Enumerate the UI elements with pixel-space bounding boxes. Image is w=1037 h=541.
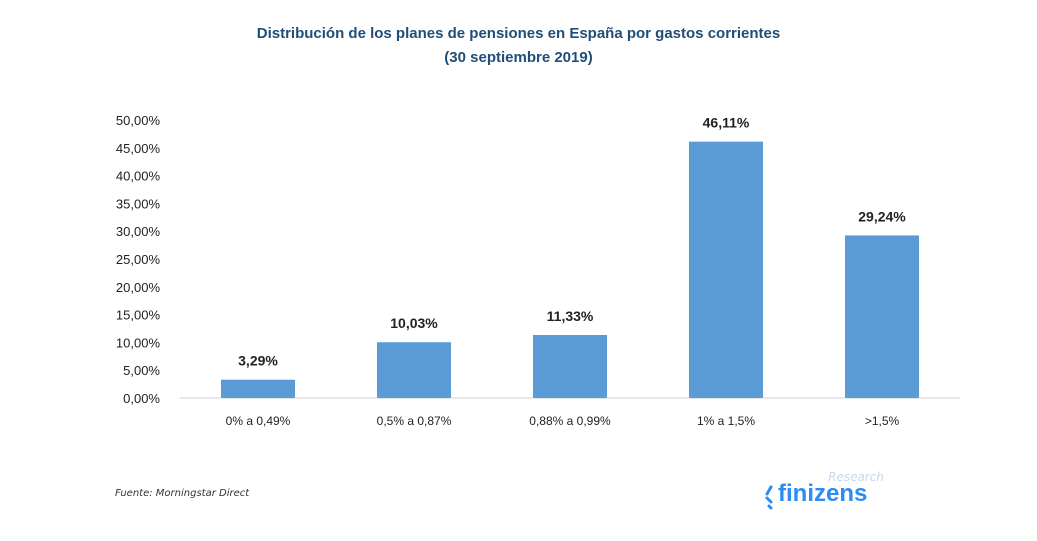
data-label: 10,03%: [390, 315, 438, 331]
logo-text: finizens: [778, 480, 868, 507]
y-tick-label: 20,00%: [116, 280, 161, 295]
x-tick-label: 0,88% a 0,99%: [529, 414, 611, 428]
y-tick-label: 30,00%: [116, 224, 161, 239]
y-tick-label: 35,00%: [116, 196, 161, 211]
data-label: 11,33%: [547, 308, 594, 324]
y-tick-label: 5,00%: [123, 363, 160, 378]
x-tick-label: 0% a 0,49%: [226, 414, 291, 428]
logo-research: Research: [828, 470, 884, 484]
source-note: Fuente: Morningstar Direct: [115, 488, 250, 499]
bar: [689, 141, 763, 398]
logo-mark-icon: [765, 485, 773, 510]
y-tick-label: 25,00%: [116, 252, 161, 267]
title-line: Distribución de los planes de pensiones …: [256, 25, 781, 42]
bar: [845, 235, 919, 398]
chart-title: Distribución de los planes de pensiones …: [0, 22, 1037, 70]
x-tick-label: 0,5% a 0,87%: [377, 414, 452, 428]
y-tick-label: 0,00%: [123, 391, 160, 406]
subtitle: (30 septiembre 2019): [444, 49, 593, 66]
data-label: 46,11%: [703, 115, 750, 131]
data-label: 29,24%: [858, 208, 906, 224]
finizens-logo: Research finizens: [764, 470, 894, 515]
bar: [533, 335, 607, 398]
y-tick-label: 15,00%: [116, 308, 161, 323]
y-tick-label: 40,00%: [116, 169, 161, 184]
y-tick-label: 50,00%: [116, 113, 161, 128]
bar: [221, 379, 295, 398]
y-tick-label: 10,00%: [116, 335, 161, 350]
y-tick-label: 45,00%: [116, 141, 161, 156]
x-tick-label: >1,5%: [865, 414, 900, 428]
bar: [377, 342, 451, 398]
data-label: 3,29%: [238, 353, 278, 369]
x-tick-label: 1% a 1,5%: [697, 414, 755, 428]
